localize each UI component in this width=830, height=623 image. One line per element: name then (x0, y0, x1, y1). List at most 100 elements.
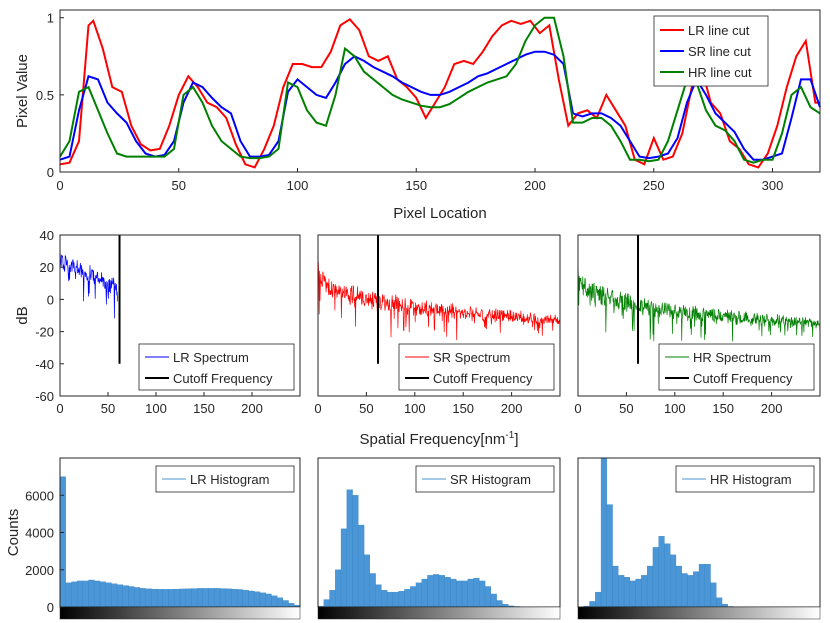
x-tick-label: 100 (287, 178, 309, 193)
histogram-bar (99, 581, 106, 608)
x-tick-label: 50 (619, 401, 633, 416)
x-tick-label: 100 (404, 401, 426, 416)
legend-label: LR line cut (688, 23, 750, 38)
histogram-bar (415, 582, 422, 608)
histogram-bar (427, 575, 434, 608)
histogram-bar (421, 578, 428, 608)
histogram-bar (623, 577, 631, 608)
histogram-bar (242, 590, 249, 608)
plot-frame-spectrum (577, 234, 821, 397)
histogram-bar (219, 588, 226, 608)
histogram-bar (641, 575, 648, 608)
y-tick-label: -20 (35, 325, 54, 340)
x-tick-label: 100 (664, 401, 686, 416)
histogram-bar (461, 580, 468, 608)
histogram-bar (162, 589, 169, 608)
x-axis-label: Spatial Frequency[nm-1] (360, 430, 519, 448)
histogram-bar (82, 580, 89, 608)
x-tick-label: 200 (501, 401, 523, 416)
histogram-bar (208, 588, 215, 608)
histogram-bar (664, 543, 671, 608)
y-tick-label: -40 (35, 357, 54, 372)
histogram-bar (404, 589, 411, 608)
histogram-bar (214, 588, 221, 608)
legend-label: HR Histogram (710, 472, 792, 487)
y-axis-label: Counts (5, 509, 22, 557)
histogram-bar (248, 590, 255, 608)
histogram-bar (116, 584, 124, 608)
histogram-bar (191, 588, 198, 608)
histogram-bar (635, 578, 642, 608)
legend-label: HR line cut (688, 65, 752, 80)
x-tick-label: 0 (314, 401, 321, 416)
histogram-bar (381, 590, 388, 608)
histogram-bar (386, 591, 394, 608)
histogram-bar (168, 589, 175, 608)
histogram-bar (433, 574, 440, 608)
histogram-bar (105, 582, 112, 608)
x-tick-label: 150 (193, 401, 215, 416)
histogram-bar (612, 565, 619, 608)
histogram-bar (392, 591, 399, 608)
histogram-bar (352, 495, 359, 608)
x-tick-label: 100 (145, 401, 167, 416)
x-axis-label-main: Spatial Frequency[nm (360, 431, 506, 448)
histogram-bar (94, 580, 101, 608)
y-tick-label: 40 (40, 228, 54, 243)
histogram-bar (698, 564, 705, 608)
x-tick-label: 200 (761, 401, 783, 416)
histogram-bar (231, 588, 238, 608)
histogram-bar (675, 565, 682, 608)
spectrum-trace (577, 264, 821, 342)
histogram-bar (139, 588, 146, 608)
histogram-bar (398, 591, 405, 608)
histogram-bar (589, 601, 596, 608)
legend-label: LR Spectrum (173, 350, 249, 365)
legend-label: SR Histogram (450, 472, 531, 487)
x-tick-label: 50 (101, 401, 115, 416)
y-tick-label: 0.5 (36, 88, 54, 103)
legend-label: LR Histogram (190, 472, 269, 487)
histogram-bar (202, 588, 209, 608)
histogram-bar (323, 599, 330, 608)
plot-frame-linecut (59, 9, 821, 173)
x-tick-label: 0 (56, 401, 63, 416)
histogram-bar (254, 591, 261, 608)
x-tick-label: 200 (524, 178, 546, 193)
histogram-bar (473, 577, 480, 608)
histogram-bar (496, 600, 503, 608)
histogram-bar (276, 597, 284, 608)
x-tick-label: 0 (574, 401, 581, 416)
histogram-bar (156, 589, 164, 608)
spectrum-trace (59, 251, 118, 319)
histogram-bar (595, 591, 602, 608)
histogram-bar (467, 578, 474, 608)
histogram-bar (259, 592, 266, 608)
x-tick-label: 50 (172, 178, 186, 193)
histogram-bar (410, 586, 417, 608)
histogram-bar (670, 554, 677, 608)
histogram-bar (681, 573, 688, 608)
histogram-bar (369, 573, 376, 608)
histogram-bar (71, 581, 78, 608)
histogram-bar (122, 585, 129, 608)
y-tick-label: 0 (47, 292, 54, 307)
plot-frame-spectrum (317, 234, 561, 397)
histogram-bar (704, 564, 711, 608)
legend-label: Cutoff Frequency (693, 371, 793, 386)
y-axis-label: dB (14, 306, 31, 324)
histogram-bar (646, 565, 654, 608)
histogram-bar (618, 575, 625, 608)
x-tick-label: 0 (56, 178, 63, 193)
histogram-bar (346, 489, 353, 608)
y-axis-label: Pixel Value (14, 54, 31, 128)
histogram-bar (444, 577, 451, 608)
histogram-bar (179, 588, 186, 608)
y-tick-label: 4000 (25, 526, 54, 541)
x-tick-label: 200 (241, 401, 263, 416)
legend-box (138, 343, 295, 391)
histogram-bar (288, 603, 295, 608)
legend-label: SR Spectrum (433, 350, 510, 365)
histogram-bar (716, 597, 723, 608)
grayscale-colorbar (317, 606, 561, 620)
